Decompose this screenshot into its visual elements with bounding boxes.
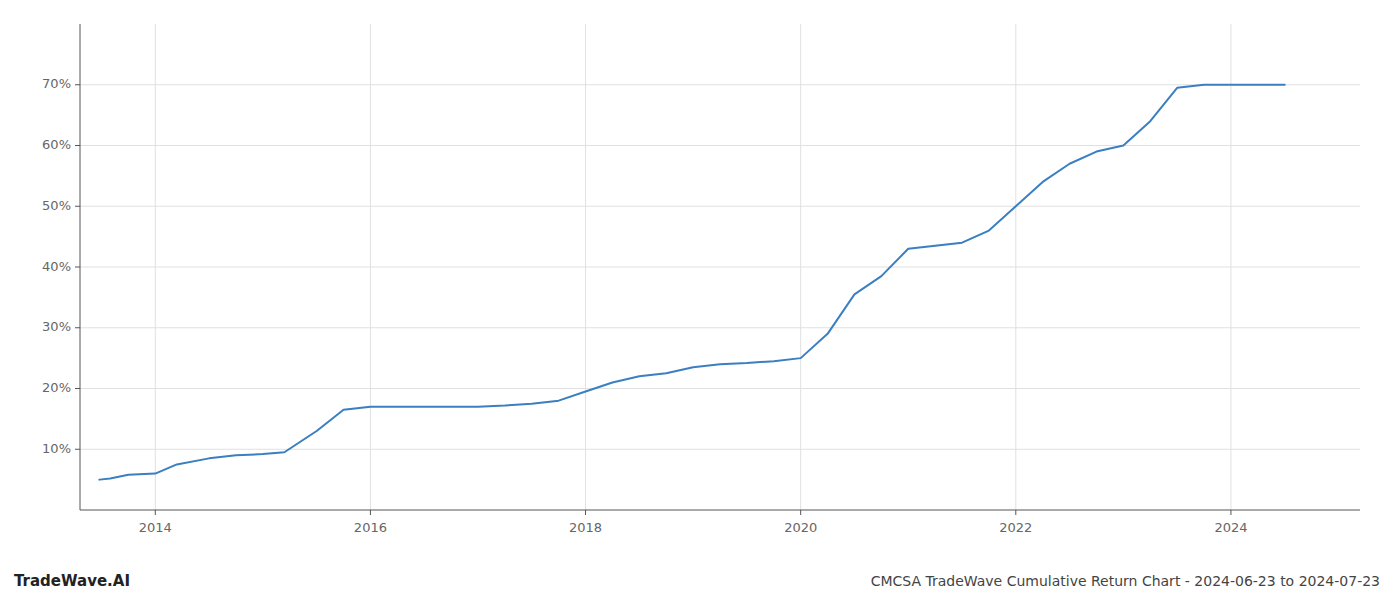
tick-x	[370, 510, 371, 515]
tick-label-y: 40%	[42, 259, 71, 274]
tick-y	[75, 449, 80, 450]
watermark: TradeWave.AI	[14, 572, 130, 590]
axes: 10% 20% 30% 40% 50% 60% 70% 2014 2016 2018 2020 202…	[42, 24, 1360, 535]
grid	[80, 24, 1360, 510]
tick-y	[75, 206, 80, 207]
grid-line-y	[80, 84, 1360, 85]
tick-label-y: 50%	[42, 198, 71, 213]
tick-y	[75, 388, 80, 389]
grid-line-x	[1015, 24, 1016, 510]
tick-label-x: 2016	[354, 520, 387, 535]
grid-line-x	[1230, 24, 1231, 510]
tick-x	[800, 510, 801, 515]
tick-label-y: 10%	[42, 441, 71, 456]
tick-y	[75, 145, 80, 146]
tick-x	[1230, 510, 1231, 515]
grid-line-y	[80, 449, 1360, 450]
grid-line-y	[80, 267, 1360, 268]
grid-line-x	[585, 24, 586, 510]
axis-line-y	[80, 24, 81, 510]
tick-x	[1015, 510, 1016, 515]
title: CMCSA TradeWave Cumulative Return Chart …	[871, 573, 1380, 589]
plot-area	[99, 85, 1284, 480]
axis-line-x	[80, 510, 1360, 511]
grid-line-y	[80, 388, 1360, 389]
grid-line-y	[80, 327, 1360, 328]
tick-x	[585, 510, 586, 515]
grid-line-x	[800, 24, 801, 510]
grid-line-x	[370, 24, 371, 510]
tick-label-y: 30%	[42, 319, 71, 334]
grid-line-y	[80, 206, 1360, 207]
tick-label-y: 70%	[42, 76, 71, 91]
tick-y	[75, 267, 80, 268]
tick-y	[75, 327, 80, 328]
chart: 10% 20% 30% 40% 50% 60% 70% 2014 2016 2018 2020 202…	[0, 0, 1400, 600]
tick-y	[75, 84, 80, 85]
data-line	[99, 85, 1284, 480]
tick-label-x: 2018	[569, 520, 602, 535]
tick-label-y: 20%	[42, 380, 71, 395]
tick-x	[155, 510, 156, 515]
tick-label-y: 60%	[42, 137, 71, 152]
tick-label-x: 2014	[139, 520, 172, 535]
tick-label-x: 2024	[1214, 520, 1247, 535]
grid-line-y	[80, 145, 1360, 146]
tick-label-x: 2020	[784, 520, 817, 535]
tick-label-x: 2022	[999, 520, 1032, 535]
grid-line-x	[155, 24, 156, 510]
